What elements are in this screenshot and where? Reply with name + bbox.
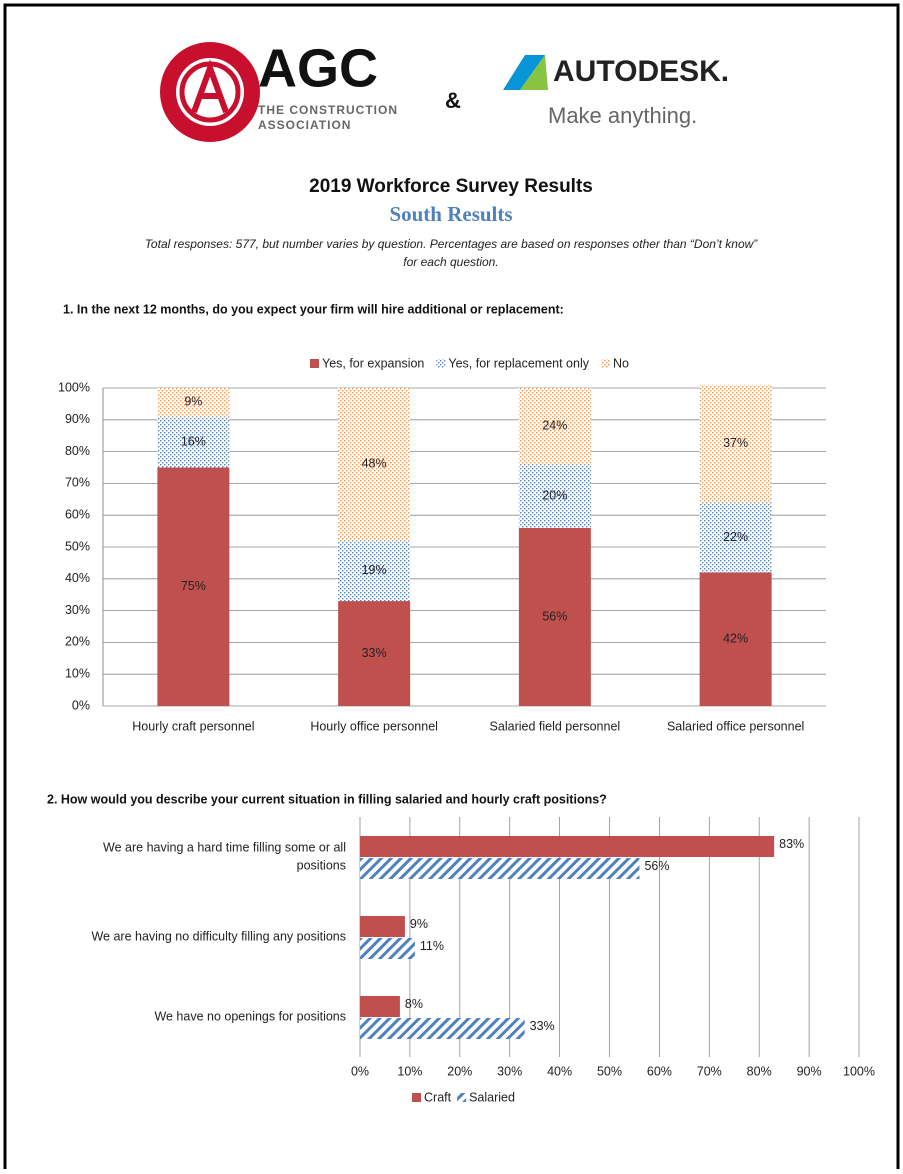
page-border <box>3 3 900 1169</box>
x-tick-label: 70% <box>697 1064 722 1078</box>
data-label: 22% <box>723 530 748 544</box>
data-label: 24% <box>542 418 567 432</box>
y-tick-label: 70% <box>65 476 90 490</box>
x-tick-label: Salaried office personnel <box>667 719 804 733</box>
legend-label: No <box>613 356 629 370</box>
bar-segment <box>699 572 772 706</box>
data-label: 75% <box>181 579 206 593</box>
autodesk-mark <box>503 55 548 90</box>
note: for each question. <box>403 255 498 269</box>
bar-segment <box>518 388 591 465</box>
bar <box>360 938 415 959</box>
data-label: 83% <box>779 837 804 851</box>
x-tick-label: 20% <box>447 1064 472 1078</box>
bar-segment <box>338 601 411 706</box>
bar <box>360 858 640 879</box>
data-label: 20% <box>542 488 567 502</box>
y-tick-label: 20% <box>65 635 90 649</box>
y-tick-label: 100% <box>58 380 90 394</box>
category-label: We are having no difficulty filling any … <box>91 929 346 943</box>
y-tick-label: 60% <box>65 507 90 521</box>
legend-swatch <box>436 359 446 368</box>
bar-segment <box>338 540 411 602</box>
data-label: 33% <box>362 646 387 660</box>
question: 2. How would you describe your current s… <box>47 792 607 806</box>
x-tick-label: 30% <box>497 1064 522 1078</box>
bar-segment <box>699 502 772 573</box>
y-tick-label: 90% <box>65 412 90 426</box>
y-tick-label: 80% <box>65 444 90 458</box>
x-tick-label: Salaried field personnel <box>490 719 621 733</box>
legend-label: Craft <box>424 1090 452 1104</box>
bar <box>360 1018 525 1039</box>
legend-label: Yes, for replacement only <box>448 356 589 370</box>
data-label: 9% <box>184 395 202 409</box>
title: 2019 Workforce Survey Results <box>309 176 593 197</box>
autodesk-logo: AUTODESK. <box>553 55 729 88</box>
question: 1. In the next 12 months, do you expect … <box>63 302 564 316</box>
agc-line: THE CONSTRUCTION <box>258 103 398 117</box>
bar-segment <box>338 388 411 541</box>
category-label: We are having a hard time filling some o… <box>103 840 346 854</box>
data-label: 19% <box>362 563 387 577</box>
data-label: 56% <box>542 609 567 623</box>
ampersand: & <box>445 88 461 113</box>
data-label: 37% <box>723 436 748 450</box>
data-label: 11% <box>420 939 444 953</box>
x-tick-label: 50% <box>597 1064 622 1078</box>
legend-label: Yes, for expansion <box>322 356 424 370</box>
category-label: We have no openings for positions <box>154 1009 346 1023</box>
x-tick-label: 0% <box>351 1064 369 1078</box>
agc-logo: AGC <box>258 38 378 98</box>
x-tick-label: 10% <box>397 1064 422 1078</box>
autodesk-tagline: Make anything. <box>548 103 697 128</box>
legend-swatch <box>457 1093 467 1102</box>
bar-segment <box>157 388 230 417</box>
agc-line: ASSOCIATION <box>258 118 351 132</box>
x-tick-label: 60% <box>647 1064 672 1078</box>
x-tick-label: Hourly office personnel <box>310 719 438 733</box>
category-label: positions <box>297 858 346 872</box>
y-tick-label: 30% <box>65 603 90 617</box>
x-tick-label: 80% <box>747 1064 772 1078</box>
bar <box>360 836 775 857</box>
bar-segment <box>518 527 591 706</box>
bar-segment <box>157 467 230 706</box>
data-label: 16% <box>181 434 206 448</box>
legend-label: Salaried <box>469 1090 515 1104</box>
legend-swatch <box>600 359 610 368</box>
x-tick-label: 100% <box>843 1064 875 1078</box>
bar <box>360 916 405 937</box>
data-label: 9% <box>410 917 428 931</box>
y-tick-label: 50% <box>65 539 90 553</box>
legend-swatch <box>412 1093 421 1102</box>
bar-segment <box>518 464 591 528</box>
note: Total responses: 577, but number varies … <box>145 237 759 251</box>
data-label: 8% <box>405 997 423 1011</box>
x-tick-label: 40% <box>547 1064 572 1078</box>
x-tick-label: Hourly craft personnel <box>132 719 254 733</box>
bar-segment <box>699 384 772 503</box>
subtitle: South Results <box>389 202 512 226</box>
data-label: 33% <box>530 1019 555 1033</box>
y-tick-label: 40% <box>65 571 90 585</box>
bar-segment <box>157 416 230 468</box>
data-label: 56% <box>644 859 669 873</box>
data-label: 42% <box>723 632 748 646</box>
legend-swatch <box>310 359 319 368</box>
y-tick-label: 0% <box>72 698 90 712</box>
y-tick-label: 10% <box>65 666 90 680</box>
bar <box>360 996 400 1017</box>
data-label: 48% <box>362 457 387 471</box>
x-tick-label: 90% <box>797 1064 822 1078</box>
agc-seal <box>160 42 260 142</box>
